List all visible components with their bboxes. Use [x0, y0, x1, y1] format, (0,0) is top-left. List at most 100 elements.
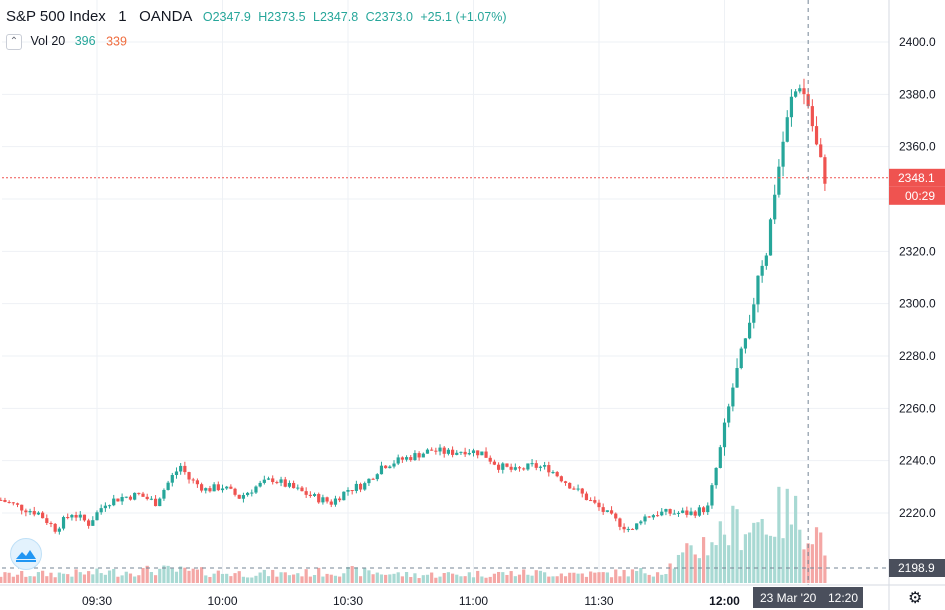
volume-bar [584, 576, 589, 583]
candle-body [794, 91, 798, 97]
volume-bar [258, 572, 262, 583]
volume-bar [70, 576, 74, 583]
volume-bar [651, 576, 655, 583]
volume-bar [149, 571, 153, 583]
volume-bar [388, 574, 392, 583]
crosshair-date-label: 23 Mar '20 [760, 591, 817, 605]
volume-bar [685, 543, 689, 583]
volume-bar [187, 570, 191, 583]
volume-bar [384, 574, 388, 583]
candle-body [346, 490, 350, 492]
volume-bar [785, 488, 789, 583]
candle-body [589, 500, 593, 502]
candle-body [559, 476, 563, 482]
volume-bar [300, 576, 304, 583]
volume-bar [36, 572, 41, 583]
volume-bar [225, 573, 229, 583]
volume-bar [777, 486, 781, 583]
volume-bar [325, 573, 329, 583]
volume-bar [605, 572, 609, 583]
candle-body [597, 502, 601, 508]
volume-bar [547, 576, 551, 583]
candle-body [404, 457, 409, 460]
volume-bar [350, 566, 354, 583]
candle-body [279, 479, 283, 483]
price-tick-label: 2260.0 [899, 401, 936, 415]
candle-body [262, 479, 266, 483]
volume-bar [497, 571, 501, 583]
candle-body [321, 497, 325, 503]
volume-bar [107, 570, 112, 583]
candle-body [338, 498, 342, 501]
candle-body [388, 466, 392, 469]
candle-body [777, 166, 781, 195]
crosshair-time-label: 12:20 [828, 591, 858, 605]
price-axis[interactable]: 2400.02380.02360.02340.02320.02300.02280… [888, 0, 945, 610]
volume-bar [354, 567, 358, 583]
volume-bar [174, 571, 179, 583]
candle-body [580, 488, 584, 494]
candle-body [538, 466, 543, 468]
candle-body [325, 497, 329, 502]
candle-body [497, 464, 501, 470]
volume-bar [199, 567, 204, 583]
volume-bar [99, 573, 103, 583]
candle-body [128, 496, 133, 500]
candle-body [442, 447, 446, 454]
candle-body [731, 387, 735, 407]
volume-bar [559, 573, 563, 583]
candle-body [116, 498, 120, 502]
volume-bar [15, 574, 20, 583]
time-tick-label: 10:30 [333, 594, 363, 608]
candle-body [450, 449, 455, 455]
candle-body [438, 447, 442, 452]
candle-body [333, 498, 338, 505]
symbol-title[interactable]: S&P 500 Index [6, 8, 106, 25]
volume-bar [597, 572, 601, 583]
volume-bar [0, 576, 3, 583]
volume-bar [363, 567, 367, 583]
volume-bar [275, 576, 279, 583]
last-price-label: 2348.1 [898, 171, 935, 185]
candle-body [66, 517, 70, 519]
volume-bar [78, 572, 82, 583]
candle-body [120, 496, 124, 502]
volume-bar [609, 577, 614, 583]
interval-label[interactable]: 1 [118, 8, 127, 25]
brand-logo-icon[interactable] [10, 538, 42, 570]
candle-body [446, 449, 450, 454]
volume-label[interactable]: Vol 20 [30, 34, 66, 49]
gear-icon[interactable]: ⚙ [908, 590, 923, 607]
candle-body [664, 509, 668, 512]
candle-body [676, 512, 681, 514]
volume-bar [639, 568, 643, 583]
volume-bar [321, 576, 325, 583]
volume-bar [589, 571, 593, 583]
candle-body [158, 498, 162, 507]
candle-body [785, 117, 789, 142]
chart-legend: S&P 500 Index 1 OANDA O2347.9 H2373.5 L2… [6, 8, 507, 26]
volume-bar [710, 542, 714, 583]
volume-bar [409, 576, 413, 583]
volume-bar [358, 576, 363, 583]
chevron-up-icon[interactable]: ⌃ [6, 34, 22, 50]
volume-bar [32, 576, 36, 583]
candle-body [480, 451, 484, 456]
volume-bar [266, 576, 271, 583]
time-axis[interactable]: 09:30 10:00 10:30 11:00 11:30 12:00 23 Mar '20… [0, 584, 945, 608]
volume-bar [212, 573, 216, 583]
candle-body [781, 141, 785, 167]
candle-body [459, 451, 463, 453]
candle-body [534, 463, 538, 468]
volume-bar [459, 576, 463, 583]
volume-bar [756, 522, 760, 583]
candle-body [32, 511, 36, 515]
candle-body [655, 515, 660, 517]
candle-body [802, 88, 806, 95]
volume-bar [338, 576, 342, 583]
volume-bar [413, 573, 417, 583]
volume-bar [697, 558, 701, 583]
candle-body [283, 479, 287, 487]
volume-bar [375, 572, 379, 583]
